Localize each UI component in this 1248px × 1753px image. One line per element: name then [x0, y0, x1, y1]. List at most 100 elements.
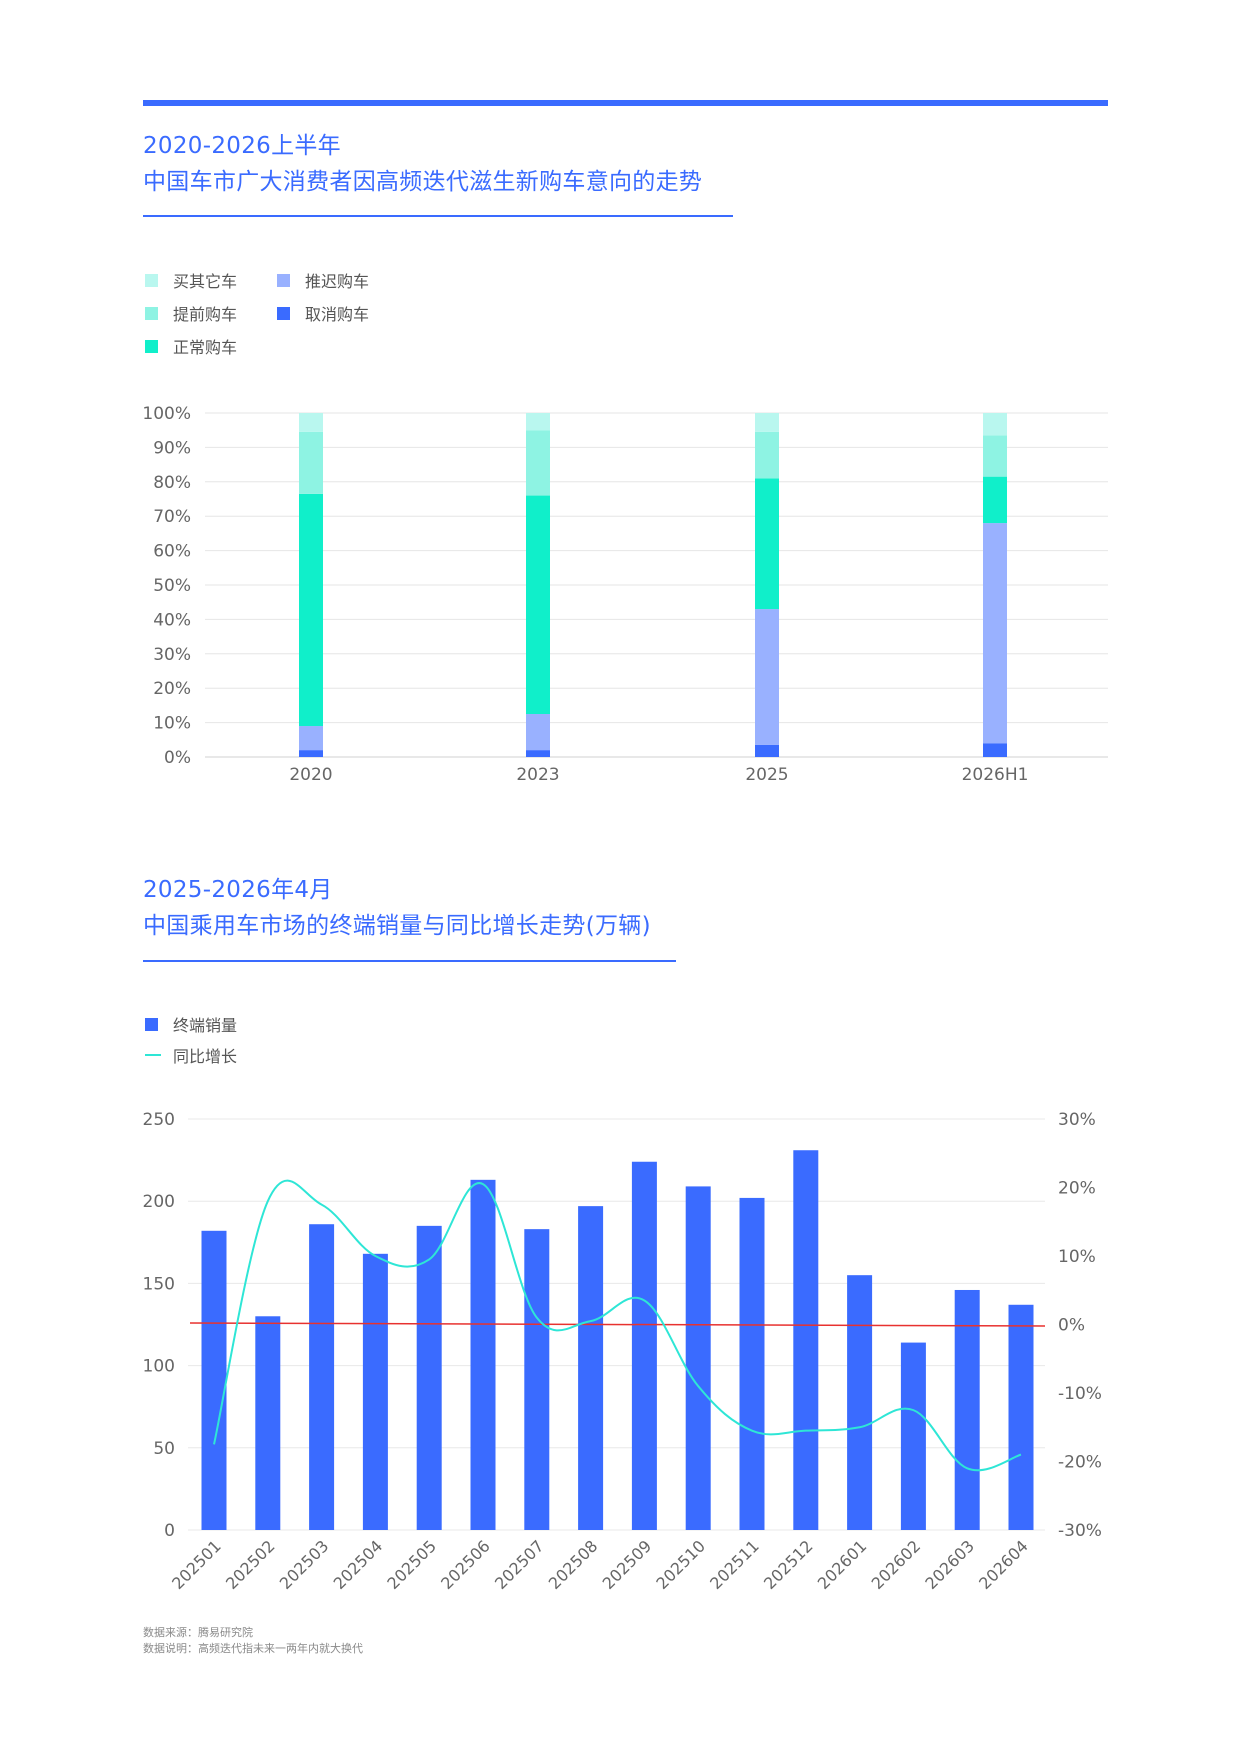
right-y-tick-label: 0%: [1058, 1316, 1085, 1336]
left-y-tick-label: 200: [143, 1192, 175, 1212]
zero-reference-line: [189, 1322, 1046, 1327]
legend-swatch: [145, 1017, 158, 1031]
section1-title: 2020-2026上半年 中国车市广大消费者因高频迭代滋生新购车意向的走势: [143, 128, 702, 200]
legend-label: 终端销量: [173, 1016, 238, 1035]
bar-segment: [526, 430, 550, 496]
sales-bar: [1008, 1304, 1034, 1530]
footnotes: 数据来源：腾易研究院 数据说明：高频迭代指未来一两年内就大换代: [143, 1625, 363, 1657]
x-tick-label: 202601: [814, 1536, 871, 1593]
right-y-tick-label: -10%: [1058, 1384, 1102, 1404]
bar-segment: [299, 493, 323, 727]
x-tick-label: 202504: [330, 1536, 387, 1593]
legend-swatch: [277, 306, 290, 320]
sales-bar: [255, 1316, 281, 1530]
source-note: 数据来源：腾易研究院: [143, 1626, 253, 1639]
bar-segment: [526, 413, 550, 431]
legend-label: 推迟购车: [305, 272, 370, 291]
bar-segment: [299, 431, 323, 494]
right-y-tick-label: -30%: [1058, 1521, 1102, 1541]
y-tick-label: 70%: [153, 507, 191, 527]
right-y-tick-label: 10%: [1058, 1247, 1096, 1267]
bar-segment: [983, 743, 1007, 757]
y-tick-label: 50%: [153, 576, 191, 596]
sales-bar: [631, 1161, 657, 1530]
sales-bar: [900, 1342, 926, 1530]
legend-item-normal: 正常购车: [145, 334, 237, 358]
section2-title: 2025-2026年4月 中国乘用车市场的终端销量与同比增长走势(万辆): [143, 872, 651, 944]
bar-segment: [526, 714, 550, 751]
legend-item-yoy-growth: 同比增长: [145, 1043, 237, 1067]
sales-bar: [793, 1150, 819, 1530]
y-tick-label: 20%: [153, 679, 191, 699]
x-tick-label: 202512: [760, 1536, 817, 1593]
section1-title-line2: 中国车市广大消费者因高频迭代滋生新购车意向的走势: [143, 169, 703, 195]
x-tick-label: 2025: [745, 765, 788, 785]
bar-segment: [983, 435, 1007, 477]
left-y-tick-label: 250: [143, 1110, 175, 1130]
y-tick-label: 30%: [153, 645, 191, 665]
x-tick-label: 202507: [491, 1536, 548, 1593]
y-tick-label: 90%: [153, 438, 191, 458]
section1-underline: [143, 215, 733, 217]
y-tick-label: 60%: [153, 542, 191, 562]
legend-item-postpone: 推迟购车: [277, 268, 369, 292]
sales-bar: [685, 1186, 711, 1530]
bar-segment: [526, 750, 550, 757]
x-tick-label: 202505: [383, 1536, 440, 1593]
explanation-note: 数据说明：高频迭代指未来一两年内就大换代: [143, 1642, 363, 1655]
sales-bar: [309, 1224, 335, 1530]
legend-line-swatch: [145, 1054, 161, 1056]
sales-bar: [847, 1275, 873, 1530]
bar-segment: [299, 726, 323, 751]
legend-label: 提前购车: [173, 305, 238, 324]
section2-underline: [143, 960, 676, 962]
yoy-growth-line: [213, 1179, 1022, 1472]
x-tick-label: 202604: [975, 1536, 1032, 1593]
bar-segment: [755, 609, 779, 745]
right-y-tick-label: 30%: [1058, 1110, 1096, 1130]
bar-segment: [755, 744, 779, 757]
legend-item-advance: 提前购车: [145, 301, 237, 325]
legend-label: 买其它车: [173, 272, 238, 291]
x-tick-label: 202603: [921, 1536, 978, 1593]
legend-swatch: [145, 273, 158, 287]
y-tick-label: 80%: [153, 473, 191, 493]
sales-bar: [362, 1253, 388, 1530]
bar-segment: [755, 413, 779, 432]
legend-label: 正常购车: [173, 338, 238, 357]
x-tick-label: 202506: [437, 1536, 494, 1593]
bar-segment: [983, 523, 1007, 744]
x-tick-label: 202510: [652, 1536, 709, 1593]
x-tick-label: 202509: [599, 1536, 656, 1593]
y-tick-label: 0%: [164, 748, 191, 768]
x-tick-label: 202501: [168, 1536, 225, 1593]
bar-segment: [755, 431, 779, 479]
right-y-tick-label: -20%: [1058, 1453, 1102, 1473]
x-tick-label: 202503: [276, 1536, 333, 1593]
stacked-bar-chart: 0% 10% 20% 30% 40% 50% 60% 70% 80% 90% 100% 2020 202…: [142, 404, 1108, 785]
bar-segment: [983, 413, 1007, 436]
sales-bar: [739, 1197, 765, 1530]
sales-bar: [470, 1179, 496, 1530]
x-tick-label: 2020: [289, 765, 332, 785]
bar-segment: [299, 750, 323, 757]
sales-bar: [201, 1230, 227, 1530]
legend-item-terminal-sales: 终端销量: [145, 1012, 237, 1036]
left-y-tick-label: 0: [164, 1521, 175, 1541]
top-accent-rule: [143, 100, 1108, 106]
legend-swatch: [145, 306, 158, 320]
section2-title-line1: 2025-2026年4月: [143, 877, 333, 903]
section1-title-line1: 2020-2026上半年: [143, 133, 341, 159]
x-tick-label: 202602: [868, 1536, 925, 1593]
left-y-tick-label: 100: [143, 1357, 175, 1377]
sales-bar: [416, 1225, 442, 1530]
left-y-tick-label: 150: [143, 1274, 175, 1294]
bar-segment: [526, 495, 550, 714]
sales-bar: [578, 1206, 604, 1530]
legend-item-buy-other: 买其它车: [145, 268, 237, 292]
y-tick-label: 40%: [153, 610, 191, 630]
sales-bar: [524, 1229, 550, 1530]
x-tick-label: 202508: [545, 1536, 602, 1593]
right-y-tick-label: 20%: [1058, 1179, 1096, 1199]
legend-item-cancel: 取消购车: [277, 301, 369, 325]
